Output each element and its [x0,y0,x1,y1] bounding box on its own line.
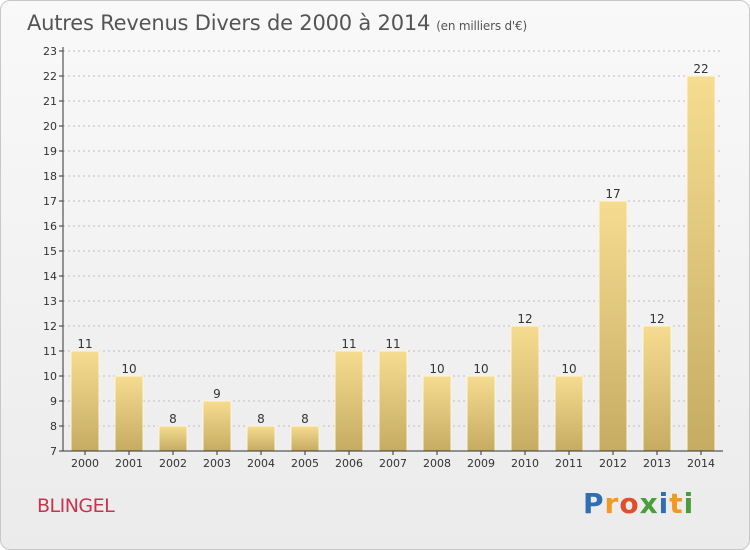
data-label: 8 [257,412,265,426]
y-tick-label: 10 [43,370,57,383]
y-tick-label: 21 [43,95,57,108]
x-tick-label: 2004 [247,457,275,470]
x-tick-label: 2005 [291,457,319,470]
logo-letter: o [619,487,640,520]
x-tick-label: 2012 [599,457,627,470]
y-tick-label: 14 [43,270,57,283]
chart-title: Autres Revenus Divers de 2000 à 2014 (en … [27,11,527,35]
y-tick-label: 8 [50,420,57,433]
bar [114,375,144,452]
bar [422,375,452,452]
proxiti-logo: Proxiti [583,487,694,520]
data-label: 17 [605,187,620,201]
y-tick-label: 22 [43,70,57,83]
y-tick-label: 11 [43,345,57,358]
x-tick-label: 2013 [643,457,671,470]
logo-letter: x [639,487,659,520]
y-tick-label: 9 [50,395,57,408]
x-tick-label: 2010 [511,457,539,470]
data-label: 8 [169,412,177,426]
x-tick-label: 2001 [115,457,143,470]
data-label: 11 [341,337,356,351]
logo-letter: t [669,487,684,520]
bar [510,325,540,452]
logo-letter: i [658,487,670,520]
x-tick-label: 2000 [71,457,99,470]
logo-letter: P [583,487,605,520]
logo-letter: r [604,487,620,520]
bar [158,425,188,452]
x-tick-label: 2002 [159,457,187,470]
bar [598,200,628,452]
bar [378,350,408,452]
data-label: 10 [121,362,136,376]
data-label: 9 [213,387,221,401]
chart-title-text: Autres Revenus Divers de 2000 à 2014 [27,11,431,35]
y-tick-label: 12 [43,320,57,333]
y-tick-label: 13 [43,295,57,308]
data-label: 10 [473,362,488,376]
y-tick-label: 15 [43,245,57,258]
y-tick-label: 19 [43,145,57,158]
data-label: 22 [693,62,708,76]
bar [554,375,584,452]
data-label: 8 [301,412,309,426]
y-tick-label: 16 [43,220,57,233]
x-tick-label: 2003 [203,457,231,470]
x-tick-label: 2011 [555,457,583,470]
bar [642,325,672,452]
bar [70,350,100,452]
y-tick-label: 7 [50,445,57,458]
x-tick-label: 2008 [423,457,451,470]
data-label: 10 [561,362,576,376]
data-label: 11 [385,337,400,351]
data-label: 12 [649,312,664,326]
x-tick-label: 2006 [335,457,363,470]
logo-letter: i [683,487,695,520]
bar [334,350,364,452]
bar [686,75,716,452]
y-tick-label: 20 [43,120,57,133]
x-tick-label: 2014 [687,457,715,470]
chart-subtitle: (en milliers d'€) [436,19,527,33]
bar [202,400,232,452]
data-label: 10 [429,362,444,376]
commune-name: BLINGEL [37,495,115,517]
bar [466,375,496,452]
y-tick-label: 17 [43,195,57,208]
y-tick-label: 23 [43,45,57,58]
x-tick-label: 2007 [379,457,407,470]
data-label: 12 [517,312,532,326]
bar [246,425,276,452]
y-tick-label: 18 [43,170,57,183]
x-tick-label: 2009 [467,457,495,470]
bar [290,425,320,452]
data-label: 11 [77,337,92,351]
